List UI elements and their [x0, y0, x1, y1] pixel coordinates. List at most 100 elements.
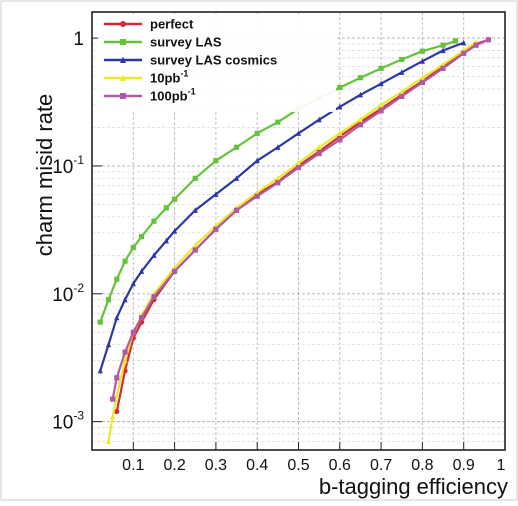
x-tick-label: 0.5 — [287, 457, 309, 474]
legend-entry: 10pb-1 — [104, 69, 188, 86]
data-point — [337, 103, 343, 110]
data-point — [120, 56, 126, 63]
data-point — [419, 74, 425, 81]
data-point — [122, 357, 128, 364]
data-point — [213, 158, 219, 164]
data-point — [275, 180, 281, 186]
data-point — [378, 108, 384, 114]
data-point — [337, 130, 343, 136]
legend-entry: survey LAS cosmics — [104, 53, 277, 68]
data-point — [138, 268, 145, 274]
data-point — [295, 130, 302, 136]
data-point — [192, 247, 198, 253]
data-point — [192, 207, 198, 213]
x-tick-label: 0.4 — [246, 457, 268, 474]
data-point — [254, 193, 260, 199]
data-point — [316, 150, 322, 157]
data-point — [213, 226, 219, 232]
y-tick-label: 10-2 — [52, 281, 84, 306]
x-tick-label: 0.8 — [411, 457, 433, 474]
legend: perfect survey LAS survey LAS cosmics10pb-… — [98, 14, 336, 112]
y-tick-label: 10-3 — [52, 409, 84, 434]
series-survey-las — [97, 38, 459, 325]
data-point — [233, 175, 240, 181]
data-point — [151, 252, 157, 258]
data-point — [399, 56, 405, 63]
legend-entry: 100pb-1 — [104, 87, 196, 104]
data-point — [378, 65, 384, 71]
data-point — [419, 58, 425, 64]
x-tick-label: 0.1 — [122, 457, 144, 474]
legend-entry: perfect — [104, 17, 194, 32]
data-point — [399, 69, 405, 75]
data-point — [233, 144, 240, 150]
data-point — [295, 165, 302, 171]
series-survey-las-cosmics — [97, 39, 467, 374]
x-axis-label: b-tagging efficiency — [319, 474, 508, 499]
data-point — [440, 42, 446, 48]
legend-label: survey LAS cosmics — [150, 53, 277, 68]
data-point — [97, 319, 103, 325]
data-point — [357, 91, 364, 98]
data-point — [138, 315, 145, 321]
data-point — [172, 268, 178, 274]
data-point — [452, 38, 459, 44]
legend-entry: survey LAS — [104, 35, 222, 50]
data-point — [275, 175, 281, 181]
data-point — [192, 242, 198, 248]
x-tick-label: 0.3 — [205, 457, 227, 474]
x-tick-label: 0.2 — [163, 457, 185, 474]
data-point — [114, 408, 120, 415]
y-tick-label: 10-1 — [52, 153, 84, 178]
data-point — [357, 75, 364, 81]
data-point — [172, 227, 178, 234]
data-point — [120, 39, 126, 45]
legend-label: perfect — [150, 17, 194, 32]
data-point — [233, 207, 240, 213]
data-point — [130, 280, 136, 287]
data-point — [114, 314, 120, 321]
data-point — [254, 130, 260, 136]
data-point — [275, 119, 281, 125]
data-point — [114, 375, 120, 381]
data-point — [275, 144, 281, 150]
data-point — [357, 116, 364, 123]
x-tick-label: 0.6 — [329, 457, 351, 474]
data-point — [122, 349, 128, 355]
data-point — [461, 50, 467, 56]
data-point — [105, 341, 112, 348]
data-point — [399, 93, 405, 99]
legend-label: 100pb-1 — [150, 87, 196, 104]
data-point — [213, 191, 219, 197]
data-point — [485, 37, 492, 43]
data-point — [105, 297, 112, 303]
data-point — [122, 296, 128, 303]
x-tick-label: 0.7 — [370, 457, 392, 474]
data-point — [337, 137, 343, 143]
data-point — [120, 74, 126, 81]
data-point — [192, 175, 198, 181]
legend-label: survey LAS — [150, 35, 222, 50]
data-point — [114, 392, 120, 399]
data-point — [120, 21, 126, 27]
data-point — [110, 396, 116, 402]
data-point — [378, 101, 384, 108]
data-point — [316, 144, 322, 150]
data-point — [399, 88, 405, 95]
data-point — [120, 93, 126, 99]
data-point — [419, 79, 425, 86]
data-point — [172, 196, 178, 202]
data-point — [440, 47, 446, 54]
series-layer — [97, 37, 492, 445]
data-point — [440, 65, 446, 71]
data-point — [295, 160, 302, 166]
data-point — [163, 237, 169, 244]
data-point — [105, 438, 112, 445]
data-point — [97, 367, 103, 374]
data-point — [114, 276, 120, 282]
x-tick-label: 0.9 — [453, 457, 475, 474]
x-tick-labels: 0.1 0.2 0.3 0.4 0.5 0.6 0.7 0.8 0.9 1 — [122, 442, 506, 474]
data-point — [419, 48, 425, 54]
